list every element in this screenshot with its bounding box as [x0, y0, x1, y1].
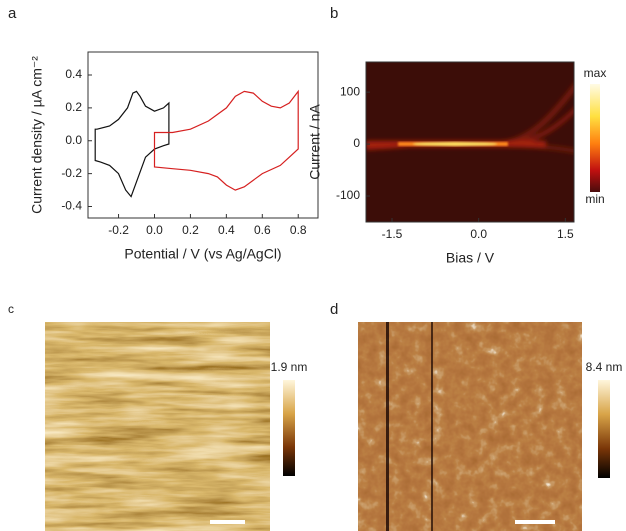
- x-tick-label: 0.0: [146, 223, 163, 237]
- y-tick-label: -100: [336, 188, 360, 202]
- colorbar: [590, 84, 600, 192]
- x-tick-label: -1.5: [382, 227, 403, 241]
- afm-image: [45, 322, 270, 531]
- x-tick-label: 0.8: [290, 223, 307, 237]
- x-tick-label: 0.6: [254, 223, 271, 237]
- x-tick-label: 0.2: [182, 223, 199, 237]
- x-tick-label: 0.4: [218, 223, 235, 237]
- panel-label: a: [8, 5, 17, 22]
- y-tick-label: 0.2: [65, 100, 82, 114]
- plot-frame: [365, 61, 575, 223]
- y-axis-label: Current density / µA cm⁻²: [29, 56, 45, 214]
- y-tick-label: 0.4: [65, 67, 82, 81]
- colorbar-label: 8.4 nm: [586, 360, 623, 374]
- x-tick-label: 0.0: [470, 227, 487, 241]
- colorbar: [283, 380, 295, 476]
- x-axis-label: Potential / V (vs Ag/AgCl): [124, 246, 281, 262]
- colorbar-label: 1.9 nm: [271, 360, 308, 374]
- colorbar-label: max: [584, 66, 607, 80]
- afm-image: [358, 322, 582, 531]
- scan-line: [386, 322, 389, 531]
- y-tick-label: 0.0: [65, 133, 82, 147]
- y-axis-label: Current / nA: [307, 104, 323, 180]
- x-tick-label: -0.2: [108, 223, 129, 237]
- y-tick-label: -0.4: [61, 199, 82, 213]
- scan-line: [431, 322, 433, 531]
- panel-label: c: [8, 302, 14, 316]
- scale-bar: [210, 520, 245, 524]
- x-axis-label: Bias / V: [446, 250, 495, 266]
- panel-label: d: [330, 301, 338, 318]
- panel-label: b: [330, 5, 338, 22]
- scale-bar: [515, 520, 555, 524]
- y-tick-label: 100: [340, 84, 360, 98]
- cv-curve: [153, 89, 299, 191]
- colorbar: [598, 380, 610, 478]
- colorbar-label: min: [585, 192, 604, 206]
- y-tick-label: 0: [353, 136, 360, 150]
- cv-curve: [94, 90, 170, 198]
- x-tick-label: 1.5: [557, 227, 574, 241]
- heatmap-image: [366, 62, 574, 222]
- y-tick-label: -0.2: [61, 166, 82, 180]
- plot-frame: [87, 51, 319, 219]
